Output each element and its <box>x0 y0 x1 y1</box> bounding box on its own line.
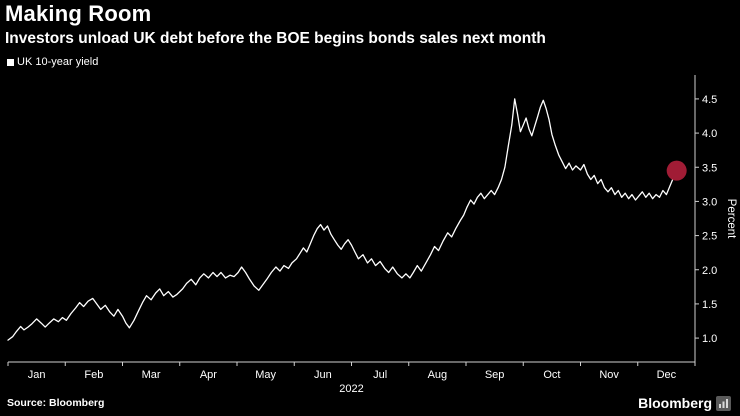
bloomberg-chart-icon <box>716 395 731 411</box>
svg-text:2.5: 2.5 <box>702 231 717 243</box>
svg-text:2022: 2022 <box>339 383 363 395</box>
svg-text:4.0: 4.0 <box>702 128 717 140</box>
source-credit: Source: Bloomberg <box>7 397 105 409</box>
chart-title: Making Room <box>5 1 152 26</box>
svg-text:May: May <box>255 369 276 381</box>
svg-text:Mar: Mar <box>142 369 161 381</box>
svg-text:Sep: Sep <box>485 369 505 381</box>
svg-text:Jun: Jun <box>314 369 332 381</box>
svg-text:1.0: 1.0 <box>702 333 717 345</box>
bloomberg-wordmark: Bloomberg <box>638 395 712 411</box>
svg-text:Feb: Feb <box>84 369 103 381</box>
svg-text:Jul: Jul <box>373 369 387 381</box>
legend: UK 10-year yield <box>7 56 98 68</box>
svg-text:4.5: 4.5 <box>702 94 717 106</box>
svg-text:Nov: Nov <box>599 369 619 381</box>
svg-text:Jan: Jan <box>28 369 46 381</box>
svg-text:Oct: Oct <box>543 369 560 381</box>
svg-text:3.0: 3.0 <box>702 196 717 208</box>
svg-text:Apr: Apr <box>200 369 217 381</box>
bloomberg-logo: Bloomberg <box>638 395 731 411</box>
svg-text:1.5: 1.5 <box>702 299 717 311</box>
chart-subtitle: Investors unload UK debt before the BOE … <box>5 30 546 47</box>
svg-text:3.5: 3.5 <box>702 162 717 174</box>
svg-text:Aug: Aug <box>428 369 448 381</box>
svg-text:Percent: Percent <box>725 199 737 239</box>
legend-swatch-icon <box>7 58 14 66</box>
svg-text:Dec: Dec <box>657 369 677 381</box>
svg-text:2.0: 2.0 <box>702 265 717 277</box>
legend-label: UK 10-year yield <box>17 56 99 68</box>
